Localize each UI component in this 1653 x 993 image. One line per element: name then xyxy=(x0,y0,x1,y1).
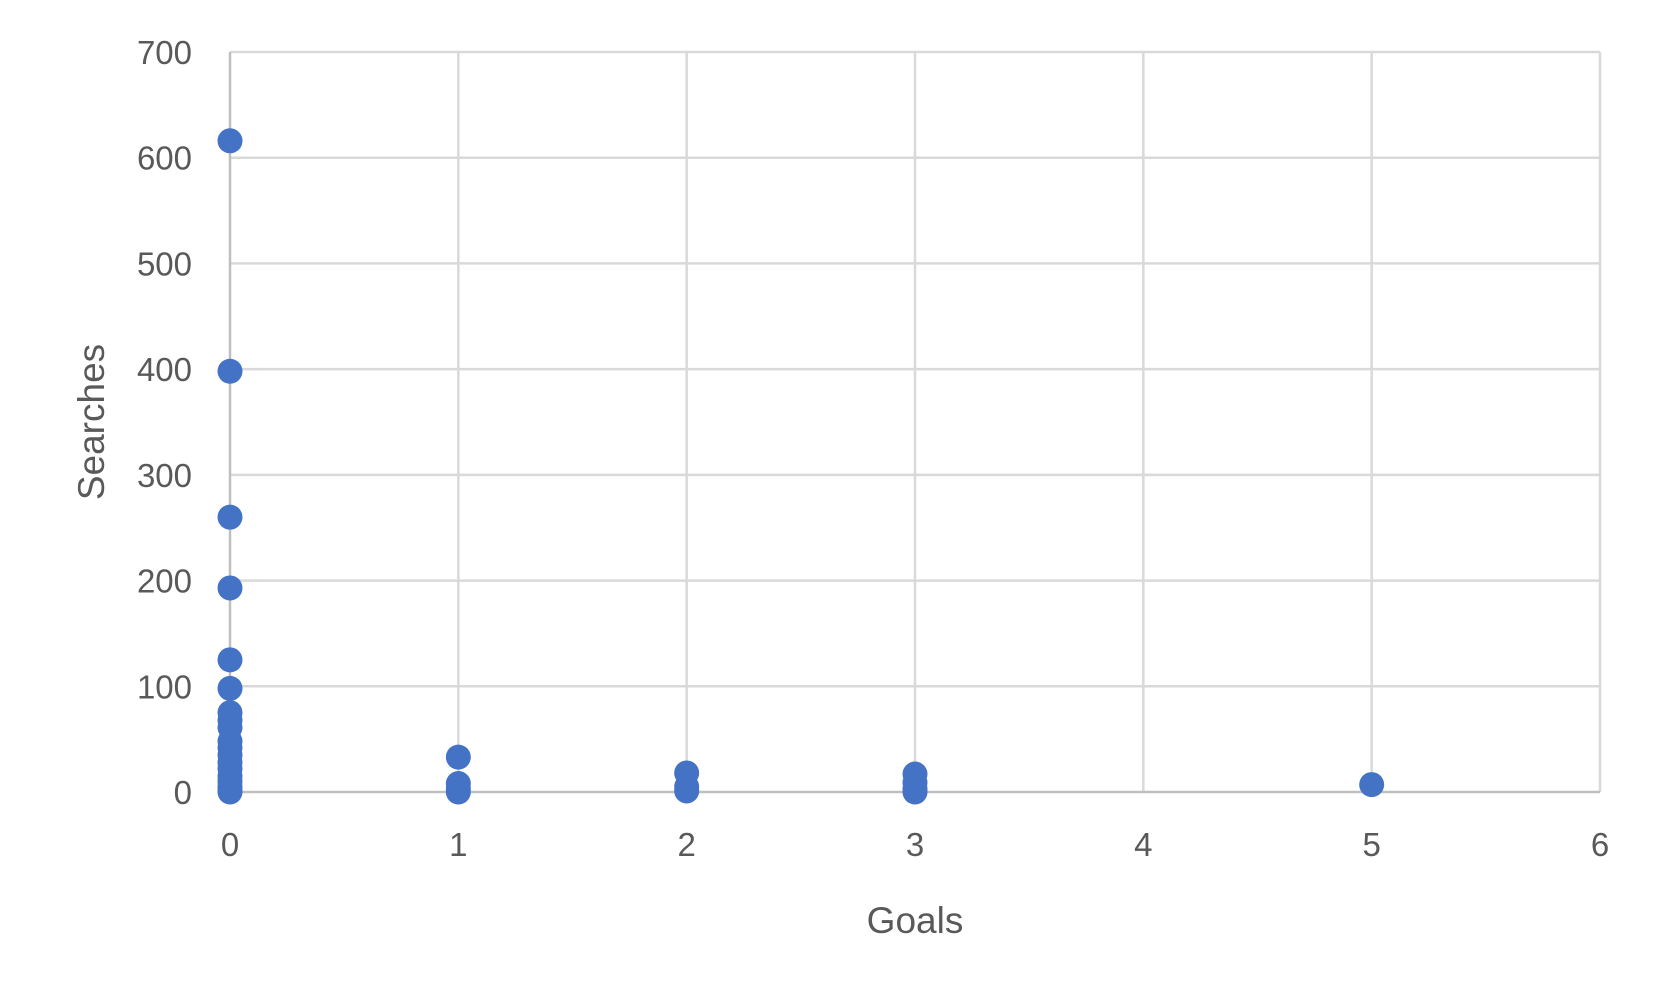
y-tick-label: 100 xyxy=(137,668,192,705)
tick-labels: 0 100 200 300 400 500 600 700 0 1 2 3 4 5 6 xyxy=(137,34,1609,863)
data-points xyxy=(217,128,1385,805)
y-tick-label: 700 xyxy=(137,34,192,71)
y-tick-label: 300 xyxy=(137,457,192,494)
data-point xyxy=(217,647,243,673)
x-tick-label: 0 xyxy=(221,826,239,863)
data-point xyxy=(1359,772,1385,798)
y-tick-label: 500 xyxy=(137,245,192,282)
x-tick-label: 5 xyxy=(1362,826,1380,863)
y-tick-label: 0 xyxy=(174,774,192,811)
data-point xyxy=(445,779,471,805)
y-tick-label: 600 xyxy=(137,140,192,177)
y-tick-label: 200 xyxy=(137,563,192,600)
data-point xyxy=(217,575,243,601)
x-axis-title: Goals xyxy=(867,900,964,941)
data-point xyxy=(445,744,471,770)
x-tick-label: 2 xyxy=(677,826,695,863)
y-axis-title: Searches xyxy=(71,344,112,500)
data-point xyxy=(217,358,243,384)
data-point xyxy=(902,779,928,805)
x-tick-label: 6 xyxy=(1591,826,1609,863)
data-point xyxy=(217,675,243,701)
data-point xyxy=(217,504,243,530)
x-tick-label: 1 xyxy=(449,826,467,863)
y-tick-label: 400 xyxy=(137,351,192,388)
data-point xyxy=(217,779,243,805)
data-point xyxy=(217,128,243,154)
x-tick-label: 3 xyxy=(906,826,924,863)
x-tick-label: 4 xyxy=(1134,826,1152,863)
data-point xyxy=(674,778,700,804)
grid xyxy=(230,50,1602,792)
